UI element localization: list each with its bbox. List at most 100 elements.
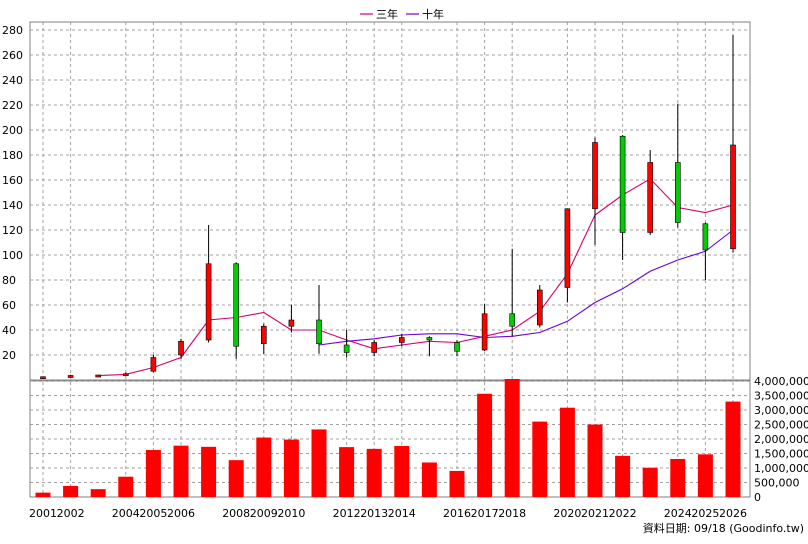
x-tick-label: 2010 xyxy=(277,507,305,520)
volume-bar xyxy=(118,476,134,497)
moving-average-lines xyxy=(98,178,734,377)
volume-tick-label: 4,000,000 xyxy=(754,375,808,388)
volume-bar xyxy=(256,437,272,497)
x-tick-label: 2018 xyxy=(498,507,526,520)
x-tick-label: 2001 xyxy=(29,507,57,520)
volume-bar xyxy=(63,485,79,497)
candle-body xyxy=(481,313,488,351)
x-tick-label: 2017 xyxy=(471,507,499,520)
volume-bar xyxy=(201,446,217,497)
x-tick-label: 2025 xyxy=(691,507,719,520)
x-tick-label: 2021 xyxy=(581,507,609,520)
candle-body xyxy=(67,375,74,378)
x-tick-label: 2002 xyxy=(57,507,85,520)
candle-body xyxy=(647,162,654,233)
candle-body xyxy=(454,342,460,352)
candle-body xyxy=(371,342,378,353)
volume-bar xyxy=(697,454,713,497)
x-tick-label: 2009 xyxy=(250,507,278,520)
x-tick-label: 2013 xyxy=(360,507,388,520)
legend: 三年 十年 xyxy=(360,7,444,21)
candle-body xyxy=(619,135,626,233)
volume-bar xyxy=(339,447,355,497)
candle-body xyxy=(343,344,350,353)
price-tick-label: 240 xyxy=(2,74,23,87)
price-tick-label: 180 xyxy=(2,149,23,162)
volume-tick-label: 0 xyxy=(754,491,761,504)
volume-tick-label: 3,500,000 xyxy=(754,390,808,403)
candlesticks xyxy=(40,35,736,380)
source-note: 資料日期: 09/18 (Goodinfo.tw) xyxy=(643,521,804,535)
candle-body xyxy=(233,263,239,347)
volume-bar xyxy=(670,459,686,497)
candle-body xyxy=(592,142,598,210)
volume-bar xyxy=(173,445,189,497)
x-tick-label: 2012 xyxy=(333,507,361,520)
legend-label-3y: 三年 xyxy=(376,7,398,21)
volume-bar xyxy=(228,460,244,497)
candle-body xyxy=(674,162,681,223)
x-tick-label: 2004 xyxy=(112,507,140,520)
volume-tick-label: 2,000,000 xyxy=(754,433,808,446)
volume-bar xyxy=(145,450,161,497)
ma-line-10y xyxy=(318,229,734,346)
volume-bar xyxy=(615,455,631,497)
price-tick-label: 160 xyxy=(2,174,23,187)
price-tick-label: 220 xyxy=(2,99,23,112)
price-tick-label: 80 xyxy=(2,274,16,287)
volume-bar xyxy=(477,393,493,497)
candle-body xyxy=(205,263,212,341)
price-tick-label: 200 xyxy=(2,124,23,137)
candle-body xyxy=(150,357,157,372)
candle-body xyxy=(509,313,516,327)
price-tick-label: 120 xyxy=(2,224,23,237)
price-tick-label: 260 xyxy=(2,49,23,62)
candle-body xyxy=(564,208,571,288)
price-tick-label: 140 xyxy=(2,199,23,212)
price-tick-label: 280 xyxy=(2,24,23,37)
volume-bar xyxy=(366,448,382,497)
volume-bar xyxy=(35,492,51,497)
volume-tick-label: 500,000 xyxy=(754,477,800,490)
volume-bar xyxy=(394,445,410,497)
legend-label-10y: 十年 xyxy=(422,7,444,21)
grid-lines xyxy=(29,21,751,498)
volume-tick-label: 3,000,000 xyxy=(754,404,808,417)
price-tick-label: 60 xyxy=(2,299,16,312)
volume-bar xyxy=(587,424,603,497)
candle-body xyxy=(260,325,267,345)
candle-body xyxy=(426,337,433,341)
candle-body xyxy=(536,289,543,326)
volume-tick-label: 1,000,000 xyxy=(754,462,808,475)
price-panel-frame xyxy=(29,21,751,381)
candle-body xyxy=(178,340,184,356)
volume-bar xyxy=(642,467,658,497)
price-tick-label: 100 xyxy=(2,249,23,262)
candle-body xyxy=(95,374,101,378)
candle-body xyxy=(288,319,295,327)
volume-bar xyxy=(725,401,741,497)
x-tick-label: 2024 xyxy=(664,507,692,520)
volume-bar xyxy=(311,429,327,497)
x-tick-label: 2022 xyxy=(609,507,637,520)
volume-tick-label: 2,500,000 xyxy=(754,419,808,432)
candle-body xyxy=(730,144,736,250)
volume-bar xyxy=(532,421,548,497)
candle-body xyxy=(316,319,322,345)
candle-body xyxy=(123,373,129,377)
x-tick-label: 2006 xyxy=(167,507,195,520)
volume-bar xyxy=(90,489,106,497)
price-tick-label: 20 xyxy=(2,349,16,362)
candle-body xyxy=(398,337,405,343)
x-tick-label: 2005 xyxy=(139,507,167,520)
x-tick-label: 2020 xyxy=(553,507,581,520)
candle-body xyxy=(702,223,709,251)
x-tick-label: 2008 xyxy=(222,507,250,520)
volume-bar xyxy=(449,470,465,497)
x-tick-label: 2016 xyxy=(443,507,471,520)
candle-body xyxy=(40,376,46,380)
volume-tick-label: 1,500,000 xyxy=(754,448,808,461)
volume-bars xyxy=(35,379,741,497)
